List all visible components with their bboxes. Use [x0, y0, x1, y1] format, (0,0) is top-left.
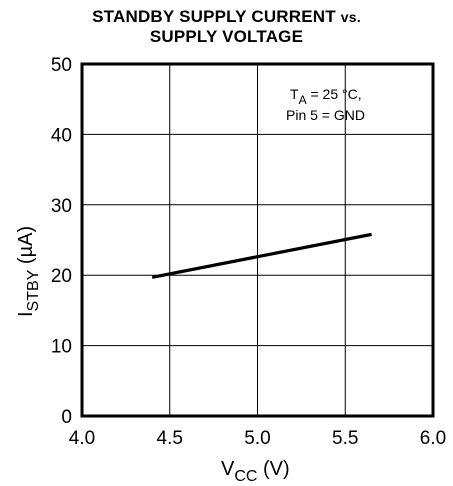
chart-title-vs: vs. [340, 9, 361, 25]
x-axis-title-main: V [221, 458, 235, 480]
y-axis-title-main: I [15, 311, 37, 317]
x-axis-title-sub: CC [234, 468, 257, 485]
grid [82, 64, 433, 416]
y-tick-label: 10 [51, 337, 72, 358]
y-axis-title-sub: STBY [25, 269, 42, 311]
annotation-line-2: Pin 5 = GND [286, 107, 365, 123]
y-tick-label: 30 [51, 196, 72, 217]
annotation-line-1: TA = 25 °C, [290, 86, 362, 107]
series [151, 232, 372, 279]
y-tick-label: 40 [51, 125, 72, 146]
annotation-ta-main: T [290, 86, 299, 102]
chart-subtitle-text: SUPPLY VOLTAGE [149, 27, 304, 46]
chart-title-text: STANDBY SUPPLY CURRENT [92, 7, 336, 26]
x-tick-label: 5.0 [244, 428, 270, 449]
y-tick-label: 50 [51, 55, 72, 76]
chart-title-line-1: STANDBY SUPPLY CURRENT vs. [0, 7, 453, 27]
annotation-ta-sub: A [299, 93, 307, 107]
tick-labels: 4.0 4.5 5.0 5.5 6.0 0 10 20 30 40 50 [51, 55, 446, 449]
plot-frame [80, 62, 435, 418]
y-axis-title: ISTBY (µA) [15, 226, 42, 317]
y-tick-label: 20 [51, 266, 72, 287]
chart-title-line-2: SUPPLY VOLTAGE [0, 27, 453, 47]
x-tick-label: 4.5 [157, 428, 183, 449]
y-axis-title-unit: (µA) [15, 226, 37, 270]
x-axis-title: VCC (V) [221, 458, 290, 485]
annotation-ta-rest: = 25 °C, [307, 86, 362, 102]
x-tick-label: 4.0 [69, 428, 95, 449]
x-tick-label: 6.0 [420, 428, 446, 449]
y-tick-label: 0 [61, 407, 72, 428]
x-tick-label: 5.5 [332, 428, 358, 449]
x-axis-title-unit: (V) [257, 458, 289, 480]
series-line [151, 232, 372, 279]
